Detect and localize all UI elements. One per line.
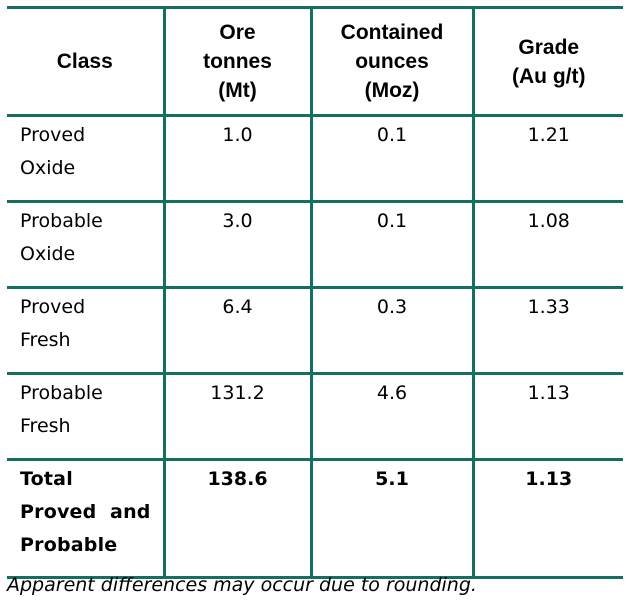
- class-cell: Proved Fresh: [7, 286, 166, 375]
- total-contained-ounces-cell: 5.1: [309, 458, 475, 579]
- grade-cell: 1.13: [471, 372, 623, 461]
- class-cell: Probable Oxide: [7, 200, 166, 289]
- total-class-line: Probable: [20, 534, 118, 556]
- ore-tonnes-cell: 3.0: [162, 200, 313, 289]
- class-line: Oxide: [20, 157, 76, 179]
- header-ore-line3: (Mt): [218, 79, 257, 102]
- header-ounces-line2: ounces: [355, 50, 429, 73]
- grade-cell: 1.08: [471, 200, 623, 289]
- grade-cell: 1.33: [471, 286, 623, 375]
- total-row: Total Proved and Probable 138.6 5.1 1.13: [7, 458, 623, 579]
- contained-ounces-cell: 0.1: [309, 114, 475, 203]
- header-ounces-line3: (Moz): [364, 79, 420, 102]
- class-cell: Probable Fresh: [7, 372, 166, 461]
- class-line: Probable: [20, 382, 103, 404]
- table-row: Proved Fresh 6.4 0.3 1.33: [7, 286, 623, 375]
- header-contained-ounces: Contained ounces (Moz): [309, 6, 475, 117]
- total-class-line: Proved and: [20, 501, 151, 523]
- ore-reserves-table: Class Ore tonnes (Mt) Contained ounces (…: [7, 6, 623, 579]
- header-ore-line2: tonnes: [203, 50, 272, 73]
- table-row: Probable Fresh 131.2 4.6 1.13: [7, 372, 623, 461]
- class-line: Proved: [20, 124, 86, 146]
- grade-cell: 1.21: [471, 114, 623, 203]
- total-grade-cell: 1.13: [471, 458, 623, 579]
- contained-ounces-cell: 0.3: [309, 286, 475, 375]
- header-ounces-line1: Contained: [340, 21, 444, 44]
- contained-ounces-cell: 4.6: [309, 372, 475, 461]
- ore-tonnes-cell: 1.0: [162, 114, 313, 203]
- reserves-table-container: Class Ore tonnes (Mt) Contained ounces (…: [7, 6, 623, 579]
- header-class: Class: [7, 6, 166, 117]
- table-row: Probable Oxide 3.0 0.1 1.08: [7, 200, 623, 289]
- class-cell: Proved Oxide: [7, 114, 166, 203]
- ore-tonnes-cell: 6.4: [162, 286, 313, 375]
- class-line: Oxide: [20, 243, 76, 265]
- table-row: Proved Oxide 1.0 0.1 1.21: [7, 114, 623, 203]
- header-grade: Grade (Au g/t): [471, 6, 623, 117]
- header-class-text: Class: [56, 50, 113, 73]
- contained-ounces-cell: 0.1: [309, 200, 475, 289]
- total-class-cell: Total Proved and Probable: [7, 458, 166, 579]
- total-ore-tonnes-cell: 138.6: [162, 458, 313, 579]
- header-ore-line1: Ore: [219, 21, 256, 44]
- class-line: Probable: [20, 210, 103, 232]
- header-row: Class Ore tonnes (Mt) Contained ounces (…: [7, 6, 623, 117]
- ore-tonnes-cell: 131.2: [162, 372, 313, 461]
- class-line: Proved: [20, 296, 86, 318]
- rounding-footnote: Apparent differences may occur due to ro…: [7, 574, 477, 596]
- class-line: Fresh: [20, 415, 71, 437]
- header-ore-tonnes: Ore tonnes (Mt): [162, 6, 313, 117]
- header-grade-line1: Grade: [518, 35, 580, 59]
- total-class-line: Total: [20, 468, 73, 490]
- header-grade-line2: (Au g/t): [512, 64, 586, 88]
- class-line: Fresh: [20, 329, 71, 351]
